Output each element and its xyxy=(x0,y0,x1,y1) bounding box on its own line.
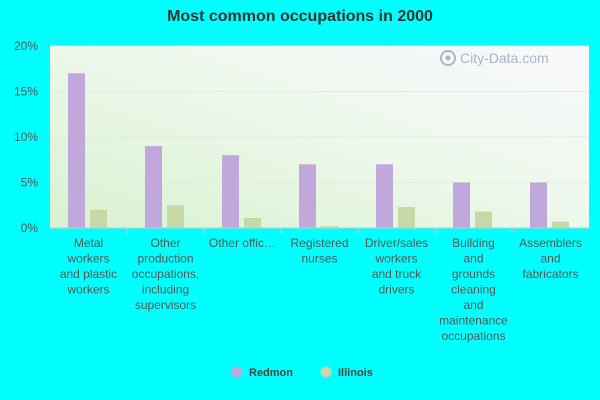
y-tick-label: 15% xyxy=(14,85,38,99)
y-tick-label: 10% xyxy=(14,130,38,144)
watermark: City-Data.com xyxy=(440,50,549,66)
watermark-text: City-Data.com xyxy=(460,50,549,66)
bar-redmon[interactable] xyxy=(145,146,162,228)
bar-illinois[interactable] xyxy=(167,205,184,228)
bar-illinois[interactable] xyxy=(552,221,569,228)
bar-illinois[interactable] xyxy=(398,207,415,228)
chart-title: Most common occupations in 2000 xyxy=(167,8,433,25)
x-category-label: Other production occupations, including supe… xyxy=(132,236,199,312)
bar-redmon[interactable] xyxy=(68,73,85,228)
x-category-label: Registered nurses xyxy=(290,236,348,266)
y-tick-label: 0% xyxy=(21,221,39,235)
bar-redmon[interactable] xyxy=(530,182,547,229)
bar-illinois[interactable] xyxy=(244,217,261,228)
legend-label-redmon: Redmon xyxy=(249,367,293,379)
x-category-label: Building and grounds cleaning and maintenance… xyxy=(439,236,508,343)
bar-illinois[interactable] xyxy=(321,226,338,228)
y-tick-label: 20% xyxy=(14,39,38,53)
bar-redmon[interactable] xyxy=(453,182,470,229)
legend-swatch-illinois xyxy=(320,366,332,378)
bar-redmon[interactable] xyxy=(299,164,316,228)
bar-illinois[interactable] xyxy=(90,209,107,228)
bar-illinois[interactable] xyxy=(475,211,492,228)
bar-redmon[interactable] xyxy=(376,164,393,228)
x-category-label: Driver/sales workers and truck drivers xyxy=(365,236,428,297)
bar-redmon[interactable] xyxy=(222,155,239,228)
x-category-label: Other offic… xyxy=(209,236,276,250)
y-tick-label: 5% xyxy=(21,176,39,190)
x-category-label: Metal workers and plastic workers xyxy=(60,236,117,297)
x-category-label: Assemblers and fabricators xyxy=(519,236,582,281)
legend-swatch-redmon xyxy=(231,366,243,378)
legend-label-illinois: Illinois xyxy=(338,367,373,379)
